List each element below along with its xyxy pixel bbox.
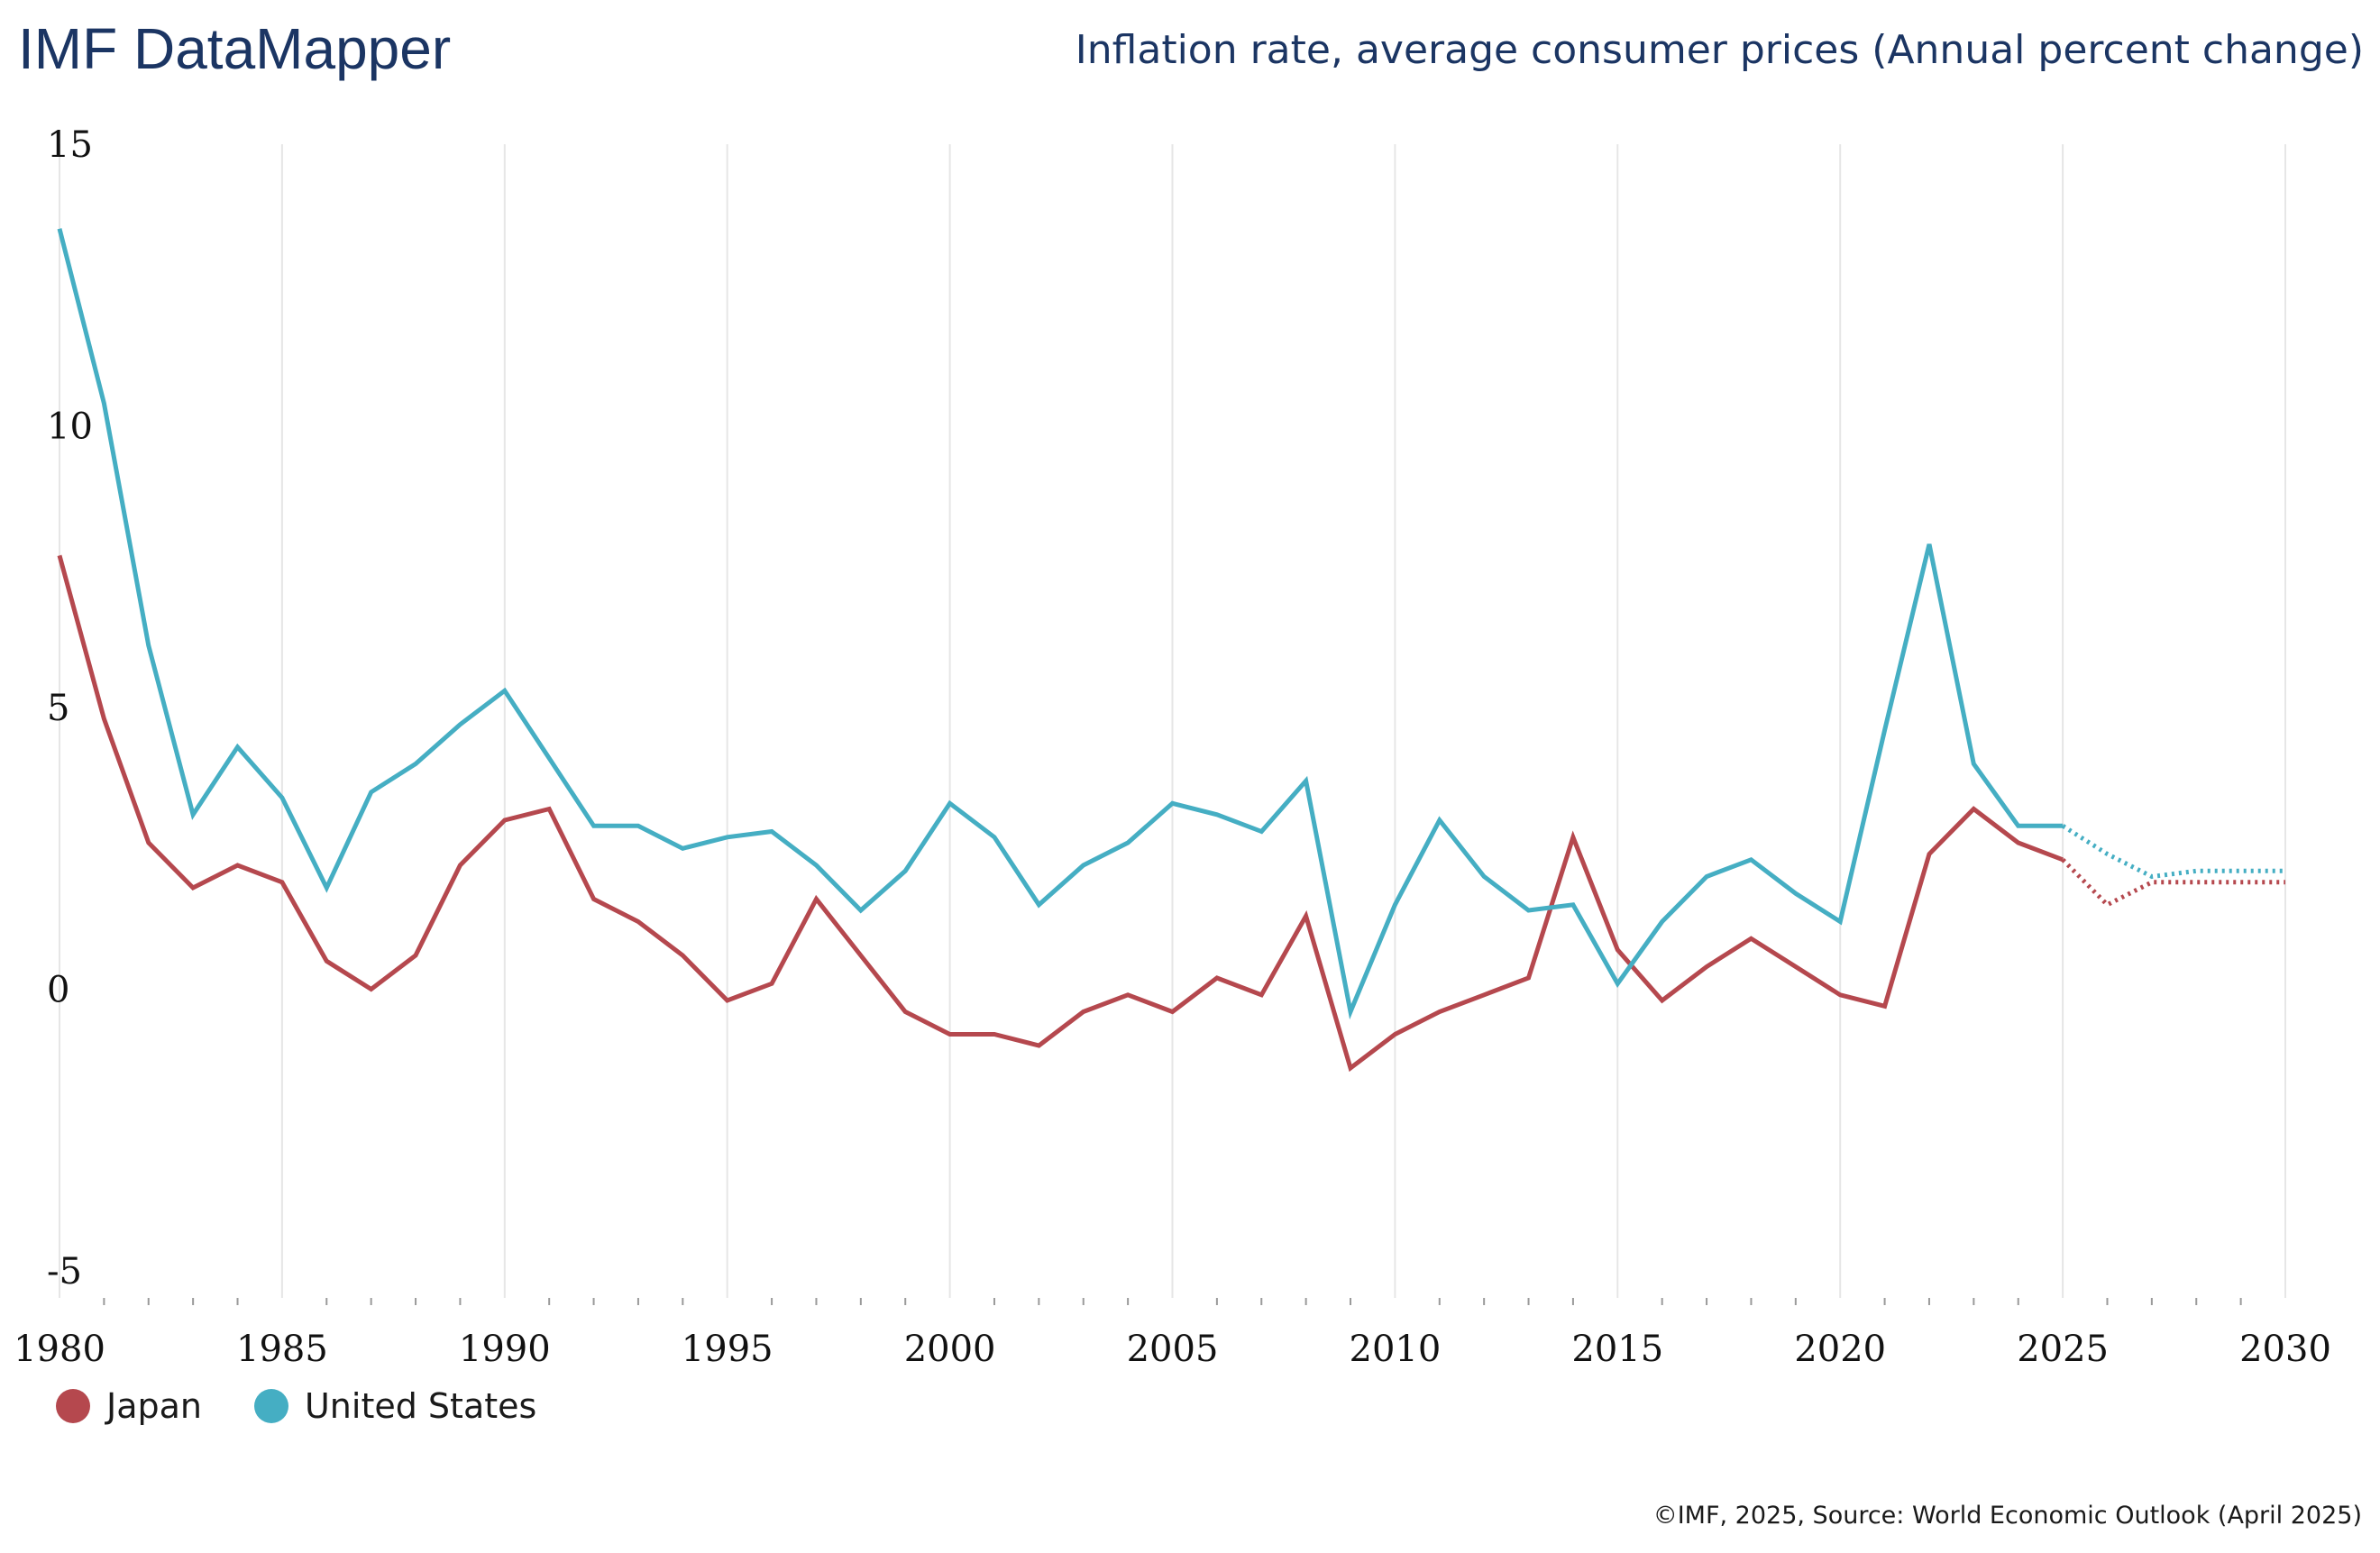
x-tick-label: 2005 [1127, 1329, 1219, 1370]
legend-label-united-states: United States [304, 1386, 537, 1426]
x-tick-label: 2020 [1794, 1329, 1886, 1370]
x-axis-ticks: 1980 1985 1990 1995 2000 2005 2010 2015 2020 2025… [14, 1298, 2331, 1370]
x-tick-label: 2000 [904, 1329, 996, 1370]
x-tick-label: 2030 [2239, 1329, 2331, 1370]
series-line-japan [57, 554, 2064, 1073]
y-axis-ticks: 15 10 5 0 -5 [47, 124, 93, 1293]
series-lines [57, 228, 2285, 1073]
x-tick-label: 1985 [236, 1329, 328, 1370]
series-line-united-states [57, 228, 2064, 1020]
series-projection-united-states [2061, 824, 2285, 880]
legend-item-united-states[interactable]: United States [253, 1386, 537, 1426]
legend-label-japan: Japan [106, 1386, 202, 1426]
y-tick-label: 15 [47, 124, 93, 166]
line-chart: 15 10 5 0 -5 1980 1985 1990 1995 2000 2005 2010 201… [14, 124, 2331, 1370]
y-tick-label: 5 [47, 688, 69, 729]
x-tick-label: 1995 [682, 1329, 774, 1370]
x-tick-label: 2015 [1571, 1329, 1663, 1370]
source-note: ©IMF, 2025, Source: World Economic Outlo… [1652, 1502, 2362, 1530]
x-tick-label: 1980 [14, 1329, 105, 1370]
grid-lines [59, 144, 2286, 1298]
y-tick-label: -5 [47, 1251, 82, 1293]
legend-item-japan[interactable]: Japan [56, 1386, 202, 1426]
series-projection-japan [2061, 858, 2285, 908]
y-tick-label: 10 [47, 407, 93, 448]
legend-marker-united-states [253, 1389, 288, 1423]
x-tick-label: 2025 [2017, 1329, 2109, 1370]
legend: Japan United States [56, 1386, 589, 1426]
y-tick-label: 0 [47, 970, 69, 1011]
chart-title: Inflation rate, average consumer prices … [1075, 27, 2364, 73]
x-tick-label: 2010 [1350, 1329, 1442, 1370]
legend-marker-japan [56, 1389, 90, 1423]
x-tick-label: 1990 [459, 1329, 551, 1370]
brand-title: IMF DataMapper [18, 16, 452, 81]
